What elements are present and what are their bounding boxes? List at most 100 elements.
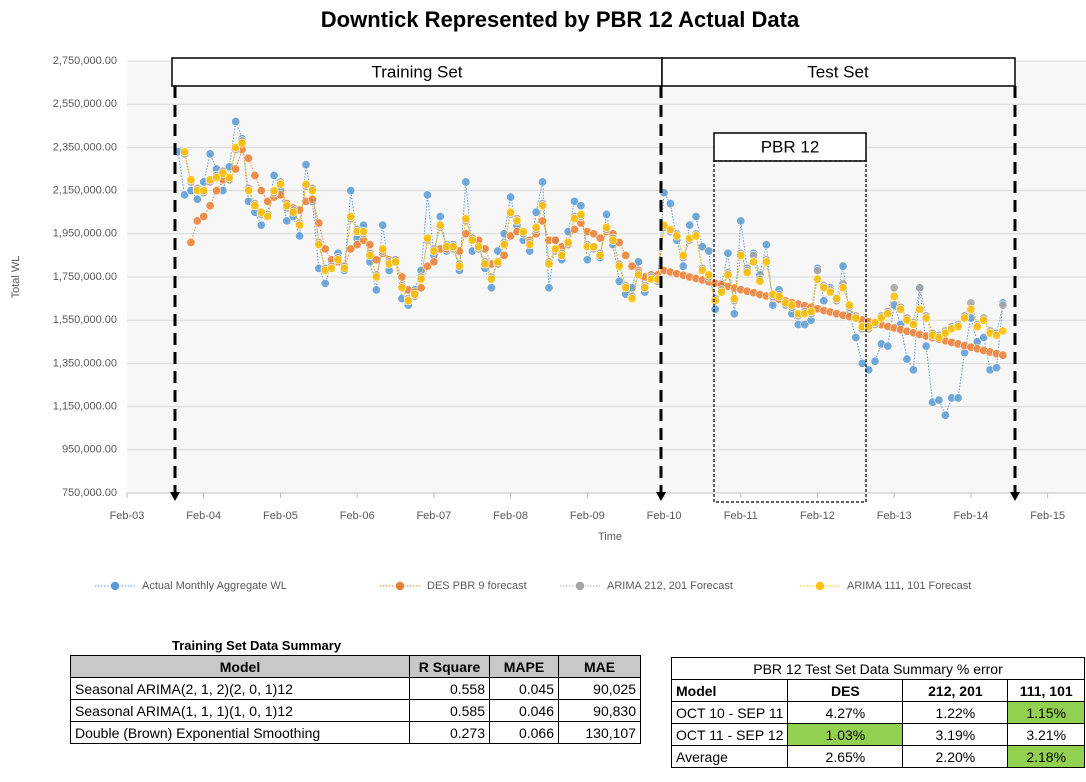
th: 111, 101 xyxy=(1007,679,1085,702)
point xyxy=(263,212,273,222)
point xyxy=(346,212,356,222)
y-tick-label: 2,350,000.00 xyxy=(53,141,117,153)
point xyxy=(429,257,439,267)
point xyxy=(467,235,477,245)
x-tick-label: Feb-10 xyxy=(647,510,682,522)
point xyxy=(231,116,241,126)
point xyxy=(710,304,720,314)
point xyxy=(902,354,912,364)
point xyxy=(723,248,733,258)
annotation: Test Set xyxy=(807,62,869,81)
point xyxy=(774,291,784,301)
point xyxy=(749,257,759,267)
point xyxy=(320,278,330,288)
point xyxy=(627,294,637,304)
x-tick-label: Feb-06 xyxy=(340,510,375,522)
point xyxy=(940,328,950,338)
point xyxy=(800,320,810,330)
table-title: PBR 12 Test Set Data Summary % error xyxy=(671,657,1085,680)
point xyxy=(729,309,739,319)
point xyxy=(851,313,861,323)
cell: 4.27% xyxy=(787,701,904,724)
point xyxy=(627,261,637,271)
point xyxy=(192,194,202,204)
y-tick-label: 950,000.00 xyxy=(62,444,117,456)
y-tick-label: 2,750,000.00 xyxy=(53,55,117,67)
point xyxy=(269,186,279,196)
th: MAE xyxy=(558,655,641,678)
point xyxy=(461,177,471,187)
point xyxy=(710,296,720,306)
x-tick-label: Feb-11 xyxy=(724,510,758,522)
point xyxy=(256,207,266,217)
point xyxy=(621,283,631,293)
cell: 1.03% xyxy=(787,723,904,746)
cell: 0.273 xyxy=(409,721,490,744)
point xyxy=(243,153,253,163)
legend: Actual Monthly Aggregate WL DES PBR 9 for… xyxy=(95,580,971,592)
point xyxy=(576,201,586,211)
cell: 90,830 xyxy=(558,699,641,722)
point xyxy=(729,294,739,304)
x-tick-label: Feb-03 xyxy=(110,510,145,522)
y-tick-label: 2,150,000.00 xyxy=(53,185,117,197)
cell: 2.65% xyxy=(787,745,904,768)
point xyxy=(544,259,554,269)
annotations xyxy=(170,57,1020,503)
y-tick-label: 1,550,000.00 xyxy=(53,314,117,326)
point xyxy=(365,240,375,250)
point xyxy=(761,240,771,250)
cell: 0.045 xyxy=(489,677,559,700)
point xyxy=(250,201,260,211)
point xyxy=(506,192,516,202)
point xyxy=(812,274,822,284)
point xyxy=(205,149,215,159)
point xyxy=(212,186,222,196)
point xyxy=(538,201,548,211)
point xyxy=(557,250,567,260)
point xyxy=(665,224,675,234)
point xyxy=(736,250,746,260)
point xyxy=(921,313,931,323)
point xyxy=(301,160,311,170)
point xyxy=(403,296,413,306)
point xyxy=(263,196,273,206)
legend-label: ARIMA 212, 201 Forecast xyxy=(607,580,733,592)
point xyxy=(857,358,867,368)
point xyxy=(697,266,707,276)
y-tick-label: 750,000.00 xyxy=(62,487,117,499)
point xyxy=(301,179,311,189)
point xyxy=(493,246,503,256)
point xyxy=(889,291,899,301)
point xyxy=(275,179,285,189)
point xyxy=(448,242,458,252)
cell: 0.066 xyxy=(489,721,559,744)
point xyxy=(806,307,816,317)
annotation: PBR 12 xyxy=(761,137,820,156)
point xyxy=(972,322,982,332)
point xyxy=(953,393,963,403)
point xyxy=(422,233,432,243)
legend-label: Actual Monthly Aggregate WL xyxy=(142,580,287,592)
test-table: PBR 12 Test Set Data Summary % error Mod… xyxy=(670,657,1085,768)
point xyxy=(979,315,989,325)
x-tick-label: Feb-09 xyxy=(570,510,605,522)
point xyxy=(576,209,586,219)
point xyxy=(531,222,541,232)
point xyxy=(742,268,752,278)
point xyxy=(186,237,196,247)
point xyxy=(506,207,516,217)
point xyxy=(256,220,266,230)
point xyxy=(697,242,707,252)
x-tick-label: Feb-15 xyxy=(1030,510,1065,522)
point xyxy=(601,222,611,232)
x-tick-label: Feb-13 xyxy=(877,510,912,522)
cell: 1.22% xyxy=(902,701,1009,724)
point xyxy=(896,304,906,314)
point xyxy=(563,237,573,247)
point xyxy=(915,304,925,314)
point xyxy=(288,207,298,217)
point xyxy=(870,317,880,327)
point xyxy=(889,283,899,293)
